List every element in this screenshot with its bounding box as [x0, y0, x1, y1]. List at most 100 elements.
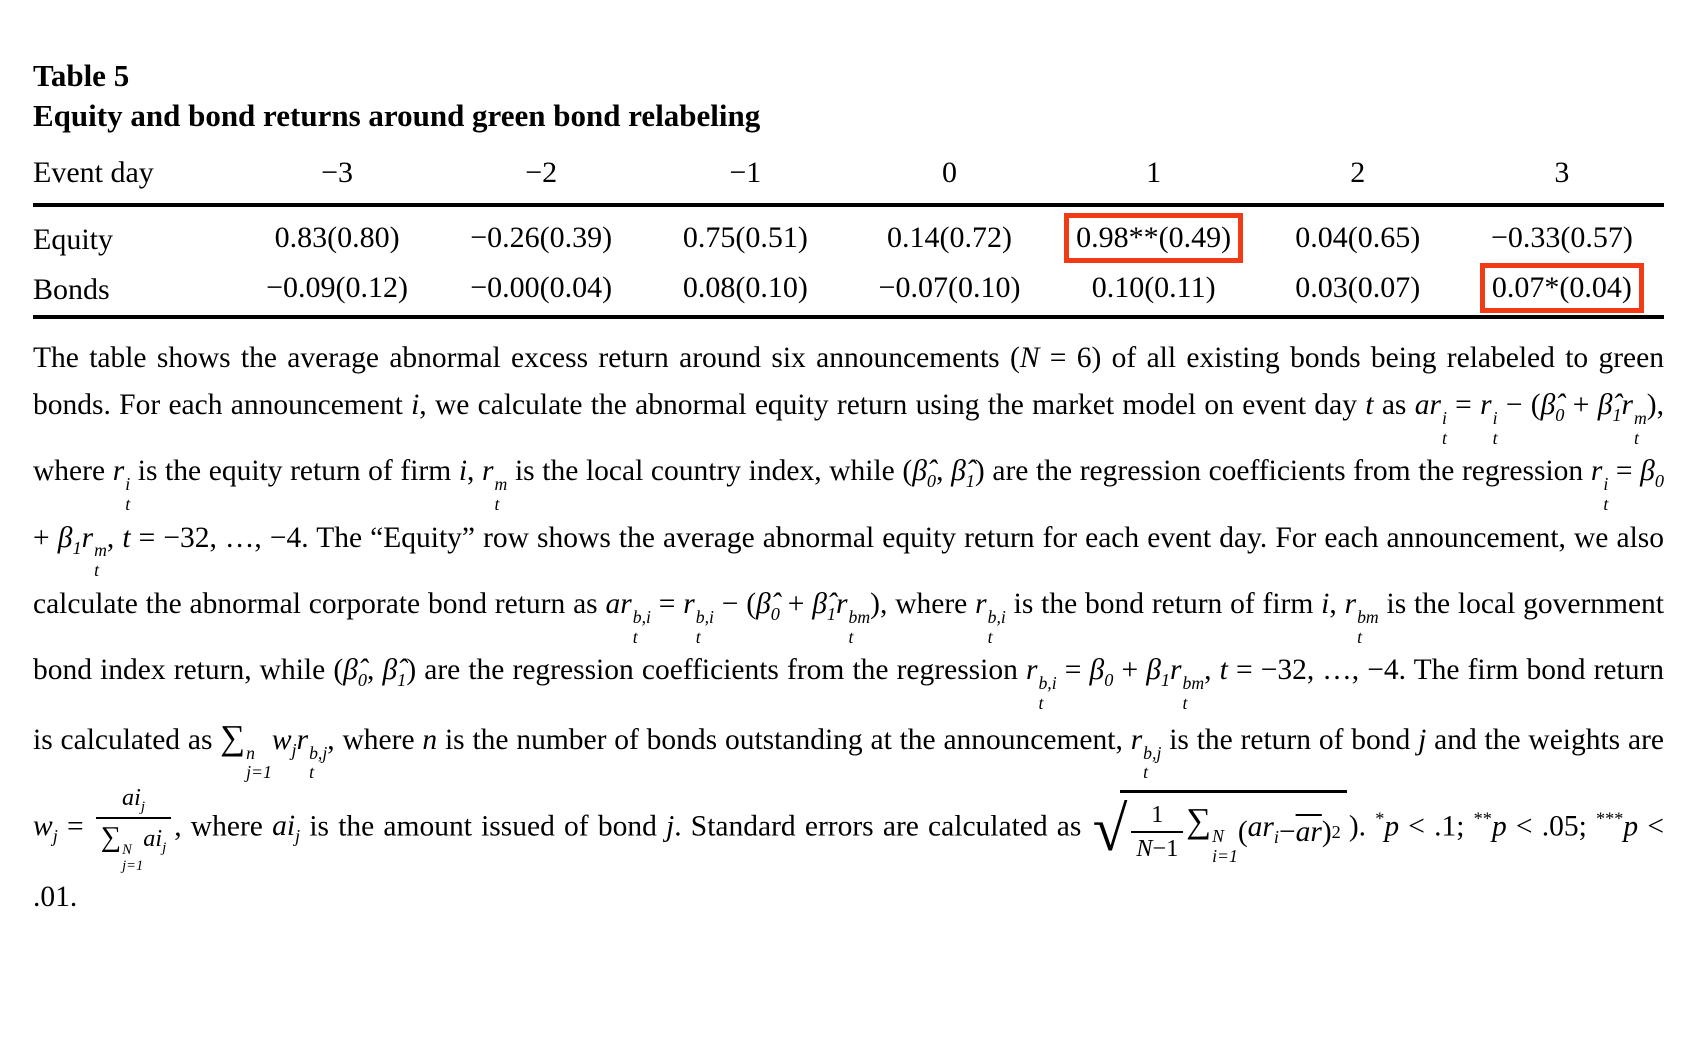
text-run: − ( [713, 588, 757, 621]
standard-error: (0.65) [1347, 221, 1421, 254]
math-atom: aij [122, 784, 146, 815]
math-atom: wj [271, 723, 297, 760]
text-run: , [366, 654, 383, 687]
math-base: ai [122, 784, 141, 812]
text-run: = [650, 588, 684, 621]
text-run: ), where [870, 588, 976, 621]
math-base: r [81, 521, 94, 554]
text-run: , [467, 455, 483, 488]
math-base: ar [605, 588, 632, 621]
text-run: − ( [1497, 389, 1541, 421]
coefficient-value: −0.07 [878, 271, 948, 304]
cell-content: −0.33(0.57) [1479, 213, 1645, 263]
math-base: ai [272, 810, 296, 843]
math-base: β̂ [343, 654, 358, 687]
text-run: . Standard errors are calculated as [674, 810, 1091, 843]
math-scripts: b,j t [309, 742, 328, 783]
math-scripts: bm t [1357, 606, 1379, 647]
cell-content: 0.83(0.80) [263, 213, 412, 263]
table-row: Bonds −0.09(0.12) −0.00(0.04) 0.08(0.10) −0.… [33, 263, 1664, 313]
coefficient-value: 0.04 [1295, 221, 1348, 254]
math-base: r [1590, 455, 1603, 488]
math-base: β̂ [1540, 389, 1556, 421]
table-row: Equity 0.83(0.80) −0.26(0.39) 0.75(0.51) 0.1… [33, 213, 1664, 263]
text-run: is the local government bond index retur… [33, 588, 1665, 687]
standard-error: (0.10) [947, 271, 1021, 304]
coefficient-value: 0.03 [1295, 271, 1348, 304]
text-run: ) [1321, 815, 1332, 848]
math-atom: β̂0 [343, 654, 367, 691]
math-var: p [1491, 810, 1507, 843]
math-base: β [1089, 654, 1105, 687]
math-atom: aij [272, 810, 301, 847]
table-top-rule [33, 203, 1664, 207]
table-header-row: Event day −3 −2 −1 0 1 2 3 [33, 156, 1664, 203]
standard-error: (0.11) [1144, 271, 1216, 304]
header-day-−1: −1 [729, 156, 762, 189]
fraction: 1 N−1 [1131, 800, 1184, 863]
math-base: w [33, 810, 53, 843]
standard-error: (0.10) [735, 271, 808, 304]
math-base: r [683, 588, 695, 621]
math-scripts: b,j t [1143, 742, 1162, 783]
math-base: β̂ [382, 654, 398, 687]
math-scripts: b,i t [987, 606, 1006, 647]
text-run: = −32, …, −4. The “Equity” row shows the… [33, 521, 1665, 621]
math-atom: r b,i t [1026, 654, 1057, 712]
table-caption: Table 5 Equity and bond returns around g… [33, 56, 1664, 136]
coefficient-value: −0.26 [470, 221, 540, 254]
math-var: i [458, 455, 468, 488]
text-run: −1 [1152, 834, 1179, 862]
math-atom: r bm t [836, 588, 870, 646]
math-atom: β̂0 [912, 455, 937, 492]
math-var: i [1321, 588, 1330, 621]
value-cell: −0.09(0.12) [235, 263, 439, 313]
text-run: ). [1348, 810, 1376, 843]
math-atom: β̂1 [812, 588, 837, 624]
math-base: r [836, 588, 848, 621]
coefficient-value: −0.00 [470, 271, 540, 304]
text-run: = −32, …, −4. The firm bond return is ca… [33, 654, 1665, 756]
math-atom: β̂0 [1540, 389, 1565, 425]
text-run: + [33, 521, 58, 554]
table-body: Equity 0.83(0.80) −0.26(0.39) 0.75(0.51) 0.1… [33, 213, 1664, 313]
header-day-0: 0 [941, 156, 957, 189]
math-atom: r bm t [1170, 654, 1204, 712]
sum-limits: n j=1 [246, 742, 272, 783]
standard-error: (0.80) [327, 221, 400, 254]
math-scripts: bm t [1182, 673, 1205, 713]
value-cell: −0.00(0.04) [439, 263, 643, 313]
cell-content: −0.07(0.10) [867, 263, 1033, 313]
header-day-1: 1 [1146, 156, 1162, 189]
math-var: t [122, 521, 131, 554]
coefficient-value: −0.33 [1490, 221, 1561, 254]
header-day-3: 3 [1554, 156, 1570, 189]
text-run: , [1204, 654, 1220, 687]
standard-error: (0.07) [1347, 271, 1421, 304]
math-base: ai [143, 824, 163, 852]
math-base: r [1170, 654, 1182, 687]
standard-error: (0.39) [539, 221, 613, 254]
standard-error: (0.57) [1560, 221, 1633, 254]
standard-error: (0.72) [939, 221, 1012, 254]
math-base: β̂ [951, 455, 966, 488]
math-atom: ar i t [1415, 389, 1447, 447]
math-base: r [1621, 389, 1634, 421]
math-var: t [1219, 654, 1228, 687]
cell-content: 0.10(0.11) [1080, 263, 1228, 313]
coefficient-value: 0.07* [1491, 271, 1560, 304]
math-base: β̂ [1597, 389, 1613, 421]
highlight-box: 0.98**(0.49) [1064, 213, 1244, 263]
text-run: = [1056, 654, 1090, 687]
